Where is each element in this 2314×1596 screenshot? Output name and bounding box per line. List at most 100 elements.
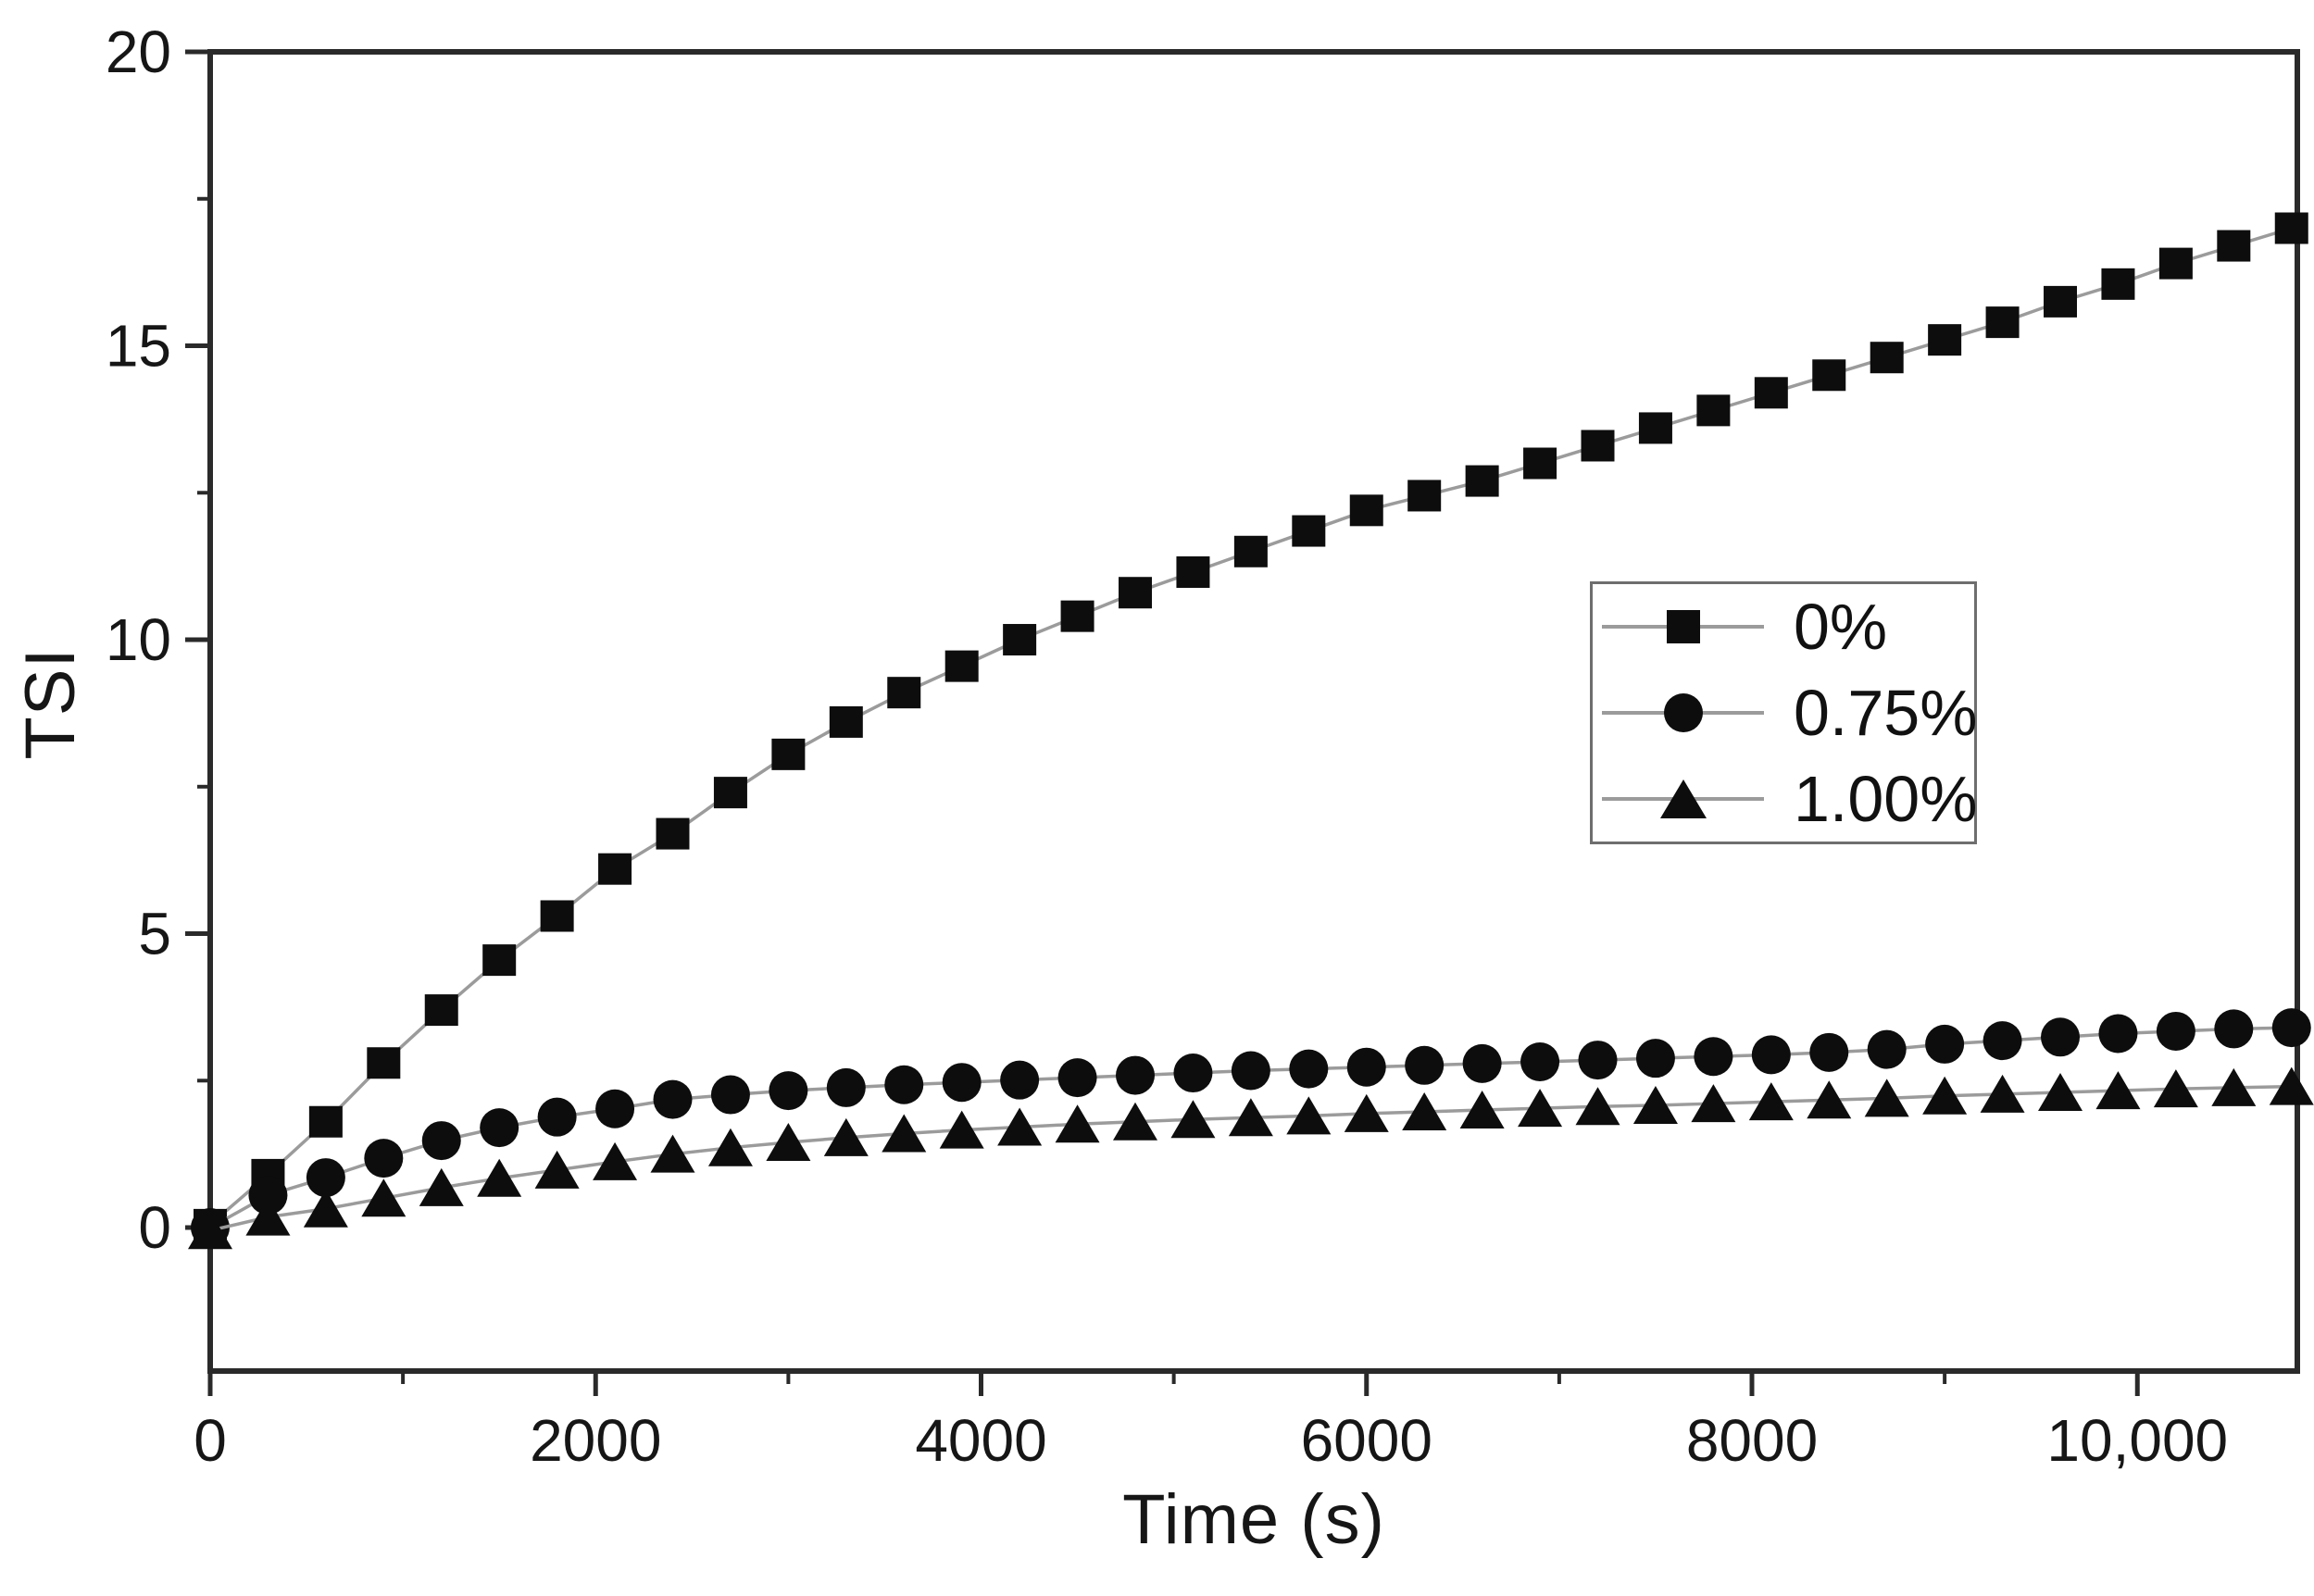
data-point-triangle-marker	[1286, 1096, 1332, 1135]
data-point-circle-marker	[769, 1071, 808, 1111]
x-tick-label: 0	[194, 1407, 227, 1474]
data-point-triangle-marker	[1632, 1085, 1678, 1124]
legend-label: 0%	[1794, 591, 1888, 664]
data-point-circle-marker	[1578, 1041, 1618, 1080]
y-tick-label: 5	[138, 901, 171, 967]
data-point-square-marker	[482, 944, 517, 977]
data-point-square-marker	[1638, 412, 1672, 444]
y-tick-label: 0	[138, 1194, 171, 1261]
data-point-triangle-marker	[2153, 1069, 2198, 1108]
data-point-circle-marker	[1462, 1043, 1502, 1083]
data-point-triangle-marker	[1228, 1098, 1273, 1137]
data-point-square-marker	[2158, 247, 2193, 280]
legend-swatch	[1602, 670, 1764, 755]
data-point-square-marker	[1928, 324, 1962, 356]
data-point-circle-marker	[1809, 1032, 1849, 1072]
data-point-circle-marker	[480, 1108, 519, 1148]
data-point-circle-marker	[595, 1089, 635, 1128]
data-point-square-marker	[1465, 465, 1499, 497]
triangle-marker-icon	[1659, 779, 1707, 818]
x-tick-label: 8000	[1686, 1407, 1818, 1474]
data-point-circle-marker	[1751, 1035, 1791, 1075]
data-point-triangle-marker	[188, 1211, 232, 1250]
data-point-triangle-marker	[419, 1167, 464, 1206]
data-point-square-marker	[2274, 212, 2308, 244]
data-point-square-marker	[656, 817, 690, 850]
data-point-circle-marker	[2156, 1011, 2195, 1051]
data-point-triangle-marker	[1748, 1082, 1794, 1121]
data-point-square-marker	[1003, 624, 1037, 656]
plot-frame	[207, 49, 2300, 1374]
data-point-circle-marker	[421, 1121, 461, 1161]
data-point-triangle-marker	[997, 1107, 1043, 1146]
data-point-circle-marker	[2041, 1017, 2081, 1057]
legend-label: 1.00%	[1794, 762, 1978, 835]
data-point-square-marker	[1523, 447, 1557, 480]
data-point-triangle-marker	[823, 1117, 869, 1156]
y-axis-title: TSI	[11, 647, 90, 760]
data-point-square-marker	[1754, 377, 1788, 409]
data-point-triangle-marker	[303, 1189, 348, 1228]
data-point-triangle-marker	[1055, 1104, 1100, 1143]
data-point-square-marker	[1349, 494, 1383, 527]
data-point-triangle-marker	[1518, 1089, 1563, 1128]
data-point-triangle-marker	[1459, 1091, 1505, 1129]
data-point-square-marker	[1870, 342, 1904, 374]
data-point-square-marker	[887, 677, 921, 709]
data-point-square-marker	[308, 1105, 343, 1138]
data-point-triangle-marker	[707, 1128, 753, 1166]
legend: 0% 0.75% 1.00%	[1590, 581, 1977, 844]
data-point-triangle-marker	[2095, 1071, 2141, 1110]
data-point-circle-marker	[1231, 1051, 1270, 1091]
data-point-circle-marker	[1983, 1021, 2022, 1061]
data-point-triangle-marker	[1807, 1080, 1852, 1119]
data-point-square-marker	[2044, 285, 2078, 318]
data-point-circle-marker	[1867, 1029, 1907, 1069]
data-point-square-marker	[1812, 359, 1846, 392]
legend-label: 0.75%	[1794, 676, 1978, 749]
data-point-circle-marker	[1346, 1047, 1386, 1087]
circle-marker-icon	[1663, 692, 1703, 732]
data-point-triangle-marker	[1980, 1074, 2025, 1113]
data-point-circle-marker	[248, 1176, 288, 1216]
data-point-square-marker	[424, 994, 458, 1027]
data-point-triangle-marker	[939, 1110, 984, 1149]
data-point-circle-marker	[1173, 1054, 1213, 1093]
data-point-circle-marker	[942, 1063, 982, 1103]
data-point-square-marker	[1119, 577, 1153, 609]
data-point-square-marker	[1060, 600, 1094, 632]
data-point-circle-marker	[1405, 1045, 1445, 1085]
data-point-triangle-marker	[2038, 1072, 2083, 1111]
data-point-triangle-marker	[1691, 1084, 1736, 1123]
legend-row-075pct: 0.75%	[1593, 670, 1978, 755]
legend-swatch	[1602, 584, 1764, 669]
data-point-triangle-marker	[1922, 1076, 1968, 1115]
data-point-square-marker	[1407, 480, 1442, 512]
data-point-square-marker	[1581, 430, 1615, 462]
data-point-square-marker	[1292, 515, 1326, 547]
data-point-triangle-marker	[1344, 1093, 1389, 1132]
y-tick-label: 20	[106, 19, 171, 85]
data-point-triangle-marker	[245, 1197, 291, 1236]
data-point-square-marker	[1176, 555, 1210, 588]
x-axis-title: Time (s)	[1122, 1480, 1385, 1559]
data-point-circle-marker	[653, 1079, 693, 1119]
data-point-square-marker	[2101, 268, 2135, 300]
data-point-square-marker	[1233, 535, 1268, 567]
data-point-circle-marker	[1520, 1041, 1560, 1081]
data-point-square-marker	[829, 705, 863, 738]
data-point-circle-marker	[2214, 1009, 2254, 1049]
data-point-square-marker	[713, 777, 747, 809]
data-point-circle-marker	[1116, 1055, 1156, 1095]
data-point-square-marker	[367, 1047, 401, 1079]
legend-swatch	[1602, 756, 1764, 842]
data-point-circle-marker	[1000, 1060, 1040, 1100]
data-point-triangle-marker	[1170, 1100, 1216, 1139]
data-point-circle-marker	[1925, 1024, 1965, 1064]
data-point-square-marker	[771, 738, 806, 770]
data-point-triangle-marker	[650, 1134, 695, 1173]
data-point-triangle-marker	[882, 1114, 927, 1153]
data-point-triangle-marker	[593, 1141, 638, 1180]
